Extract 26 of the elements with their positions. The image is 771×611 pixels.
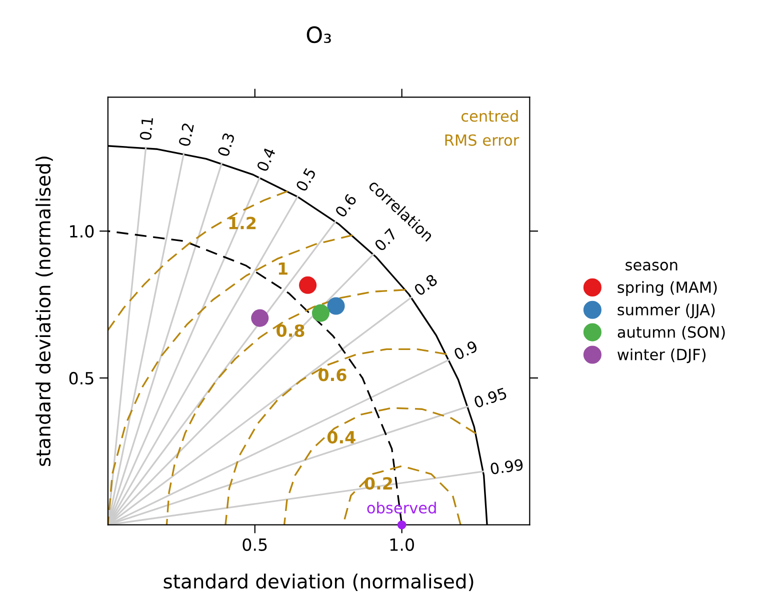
annotation: 0.6 (334, 193, 358, 218)
annotation: 0.5 (295, 167, 316, 192)
y-axis-title: standard deviation (normalised) (36, 156, 53, 466)
annotation: 0.95 (473, 387, 508, 408)
annotation: 0.99 (490, 458, 524, 475)
annotation: 1.2 (229, 216, 256, 230)
annotation: centred RMS error (445, 110, 520, 146)
annotation: 0.2 (364, 477, 392, 490)
annotation: 0.2 (178, 123, 194, 147)
annotation: 0.6 (318, 368, 346, 382)
x-axis-title: standard deviation (normalised) (164, 574, 474, 591)
annotation: 0.8 (276, 324, 304, 337)
legend-label: winter (DJF) (618, 348, 706, 364)
annotation: observed (367, 502, 436, 514)
legend-title: season (626, 262, 678, 271)
annotation: 0.9 (453, 340, 478, 360)
annotation: 0.4 (256, 146, 276, 172)
annotation: 0.3 (217, 132, 235, 157)
annotation: 1 (278, 262, 288, 275)
annotation: 0.4 (327, 430, 356, 444)
annotation: 0.8 (413, 274, 438, 296)
legend-label: spring (MAM) (618, 281, 717, 296)
legend-label: summer (JJA) (618, 304, 715, 318)
chart-title: O₃ (306, 26, 331, 44)
annotation: 0.1 (140, 117, 154, 140)
legend-label: autumn (SON) (618, 326, 725, 340)
